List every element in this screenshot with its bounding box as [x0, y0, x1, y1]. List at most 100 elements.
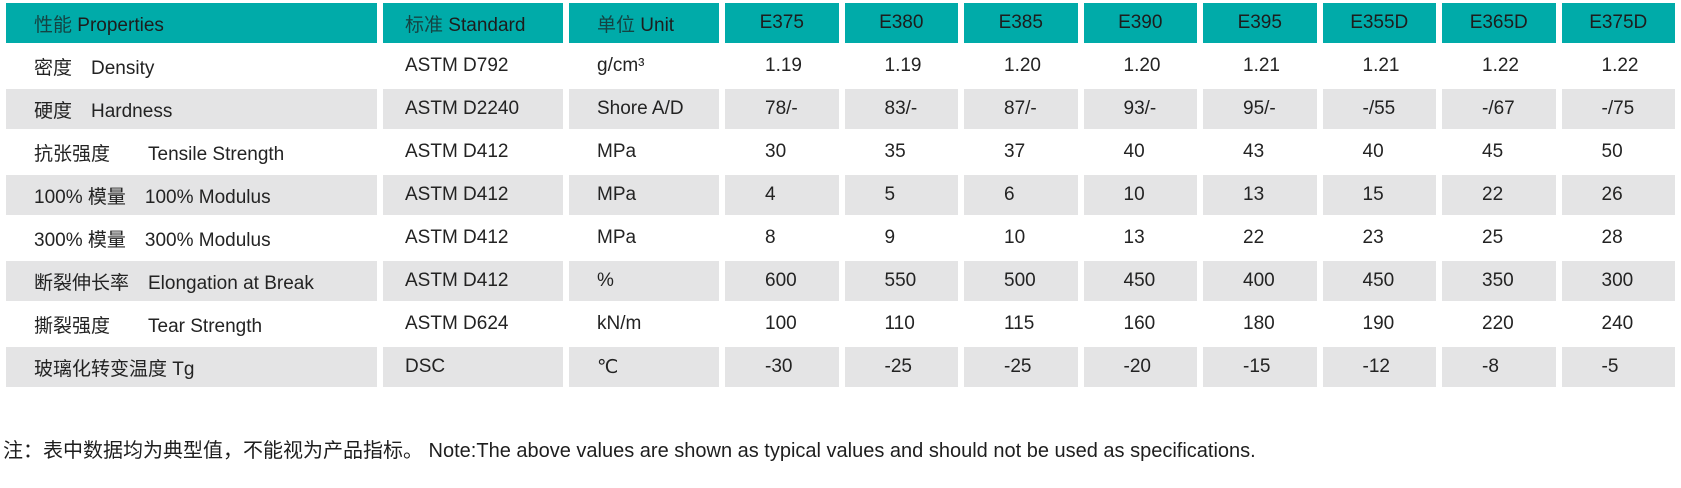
value-cell: 43 — [1203, 132, 1317, 172]
value-cell: 10 — [964, 218, 1078, 258]
unit-cell: MPa — [569, 132, 719, 172]
standard-cell: ASTM D412 — [383, 175, 563, 215]
value-cell: -20 — [1083, 347, 1197, 387]
column-header-e380: E380 — [844, 3, 958, 43]
value-cell: 110 — [844, 304, 958, 344]
table-row: 撕裂强度 Tear Strength ASTM D624 kN/m 100 110 115… — [6, 304, 1675, 344]
value-cell: 450 — [1322, 261, 1436, 301]
property-cell: 硬度 Hardness — [6, 89, 377, 129]
value-cell: 300 — [1561, 261, 1675, 301]
header-label-zh: 标准 — [405, 14, 444, 36]
property-cell: 100% 模量 100% Modulus — [6, 175, 377, 215]
property-cell: 密度 Density — [6, 46, 377, 86]
value-cell: 190 — [1322, 304, 1436, 344]
value-cell: 40 — [1083, 132, 1197, 172]
table-body: 密度 Density ASTM D792 g/cm³ 1.19 1.19 1.20 1.20… — [6, 46, 1675, 387]
value-cell: -25 — [844, 347, 958, 387]
standard-cell: DSC — [383, 347, 563, 387]
value-cell: 87/- — [964, 89, 1078, 129]
value-cell: 600 — [725, 261, 839, 301]
column-header-properties: 性能 Properties — [6, 3, 377, 43]
unit-cell: MPa — [569, 175, 719, 215]
value-cell: 350 — [1442, 261, 1556, 301]
table-row: 100% 模量 100% Modulus ASTM D412 MPa 4 5 6 10 13 1… — [6, 175, 1675, 215]
property-cell: 玻璃化转变温度 Tg — [6, 347, 377, 387]
value-cell: 1.22 — [1561, 46, 1675, 86]
value-cell: -5 — [1561, 347, 1675, 387]
unit-cell: MPa — [569, 218, 719, 258]
value-cell: -25 — [964, 347, 1078, 387]
value-cell: -12 — [1322, 347, 1436, 387]
value-cell: 35 — [844, 132, 958, 172]
footnote: 注：表中数据均为典型值，不能视为产品指标。 Note:The above val… — [3, 440, 1256, 462]
value-cell: 10 — [1083, 175, 1197, 215]
value-cell: 1.21 — [1322, 46, 1436, 86]
standard-cell: ASTM D412 — [383, 132, 563, 172]
value-cell: -8 — [1442, 347, 1556, 387]
table-row: 断裂伸长率 Elongation at Break ASTM D412% 600 55… — [6, 261, 1675, 301]
header-label-en: Standard — [448, 14, 526, 36]
property-cell: 300% 模量 300% Modulus — [6, 218, 377, 258]
value-cell: 1.20 — [964, 46, 1078, 86]
header-label-zh: 单位 — [597, 14, 636, 36]
unit-cell: Shore A/D — [569, 89, 719, 129]
table-row: 密度 Density ASTM D792 g/cm³ 1.19 1.19 1.20 1.20… — [6, 46, 1675, 86]
header-label-zh: 性能 — [34, 14, 73, 36]
value-cell: 220 — [1442, 304, 1556, 344]
value-cell: 1.19 — [844, 46, 958, 86]
standard-cell: ASTM D412 — [383, 261, 563, 301]
standard-cell: ASTM D624 — [383, 304, 563, 344]
value-cell: 78/- — [725, 89, 839, 129]
value-cell: 550 — [844, 261, 958, 301]
value-cell: 26 — [1561, 175, 1675, 215]
table-row: 硬度 Hardness ASTM D2240 Shore A/D 78/- 83/- 87… — [6, 89, 1675, 129]
column-header-e355d: E355D — [1322, 3, 1436, 43]
column-header-e390: E390 — [1083, 3, 1197, 43]
value-cell: 13 — [1083, 218, 1197, 258]
value-cell: 1.19 — [725, 46, 839, 86]
column-header-unit: 单位 Unit — [569, 3, 719, 43]
unit-cell: ℃ — [569, 347, 719, 387]
value-cell: 1.21 — [1203, 46, 1317, 86]
value-cell: -/67 — [1442, 89, 1556, 129]
value-cell: 500 — [964, 261, 1078, 301]
value-cell: 100 — [725, 304, 839, 344]
value-cell: -15 — [1203, 347, 1317, 387]
properties-table: 性能 Properties 标准 Standard 单位 Unit E375 E380 E… — [6, 3, 1675, 387]
value-cell: 160 — [1083, 304, 1197, 344]
value-cell: 50 — [1561, 132, 1675, 172]
value-cell: 13 — [1203, 175, 1317, 215]
value-cell: 6 — [964, 175, 1078, 215]
value-cell: -30 — [725, 347, 839, 387]
header-label-en: Unit — [640, 14, 675, 36]
standard-cell: ASTM D2240 — [383, 89, 563, 129]
value-cell: 45 — [1442, 132, 1556, 172]
value-cell: 1.22 — [1442, 46, 1556, 86]
value-cell: 8 — [725, 218, 839, 258]
property-cell: 断裂伸长率 Elongation at Break — [6, 261, 377, 301]
column-header-e395: E395 — [1203, 3, 1317, 43]
value-cell: 37 — [964, 132, 1078, 172]
value-cell: 23 — [1322, 218, 1436, 258]
unit-cell: kN/m — [569, 304, 719, 344]
table-row: 玻璃化转变温度 Tg DSC ℃ -30 -25 -25 -20 -15 -12 -8 -5 — [6, 347, 1675, 387]
table-header-row: 性能 Properties 标准 Standard 单位 Unit E375 E380 E… — [6, 3, 1675, 43]
column-header-e365d: E365D — [1442, 3, 1556, 43]
property-cell: 抗张强度 Tensile Strength — [6, 132, 377, 172]
unit-cell: % — [569, 261, 719, 301]
value-cell: 9 — [844, 218, 958, 258]
value-cell: -/75 — [1561, 89, 1675, 129]
property-cell: 撕裂强度 Tear Strength — [6, 304, 377, 344]
value-cell: 25 — [1442, 218, 1556, 258]
value-cell: -/55 — [1322, 89, 1436, 129]
value-cell: 22 — [1442, 175, 1556, 215]
value-cell: 180 — [1203, 304, 1317, 344]
value-cell: 83/- — [844, 89, 958, 129]
header-label-en: Properties — [77, 14, 164, 36]
value-cell: 115 — [964, 304, 1078, 344]
value-cell: 4 — [725, 175, 839, 215]
value-cell: 450 — [1083, 261, 1197, 301]
column-header-e375d: E375D — [1561, 3, 1675, 43]
value-cell: 95/- — [1203, 89, 1317, 129]
